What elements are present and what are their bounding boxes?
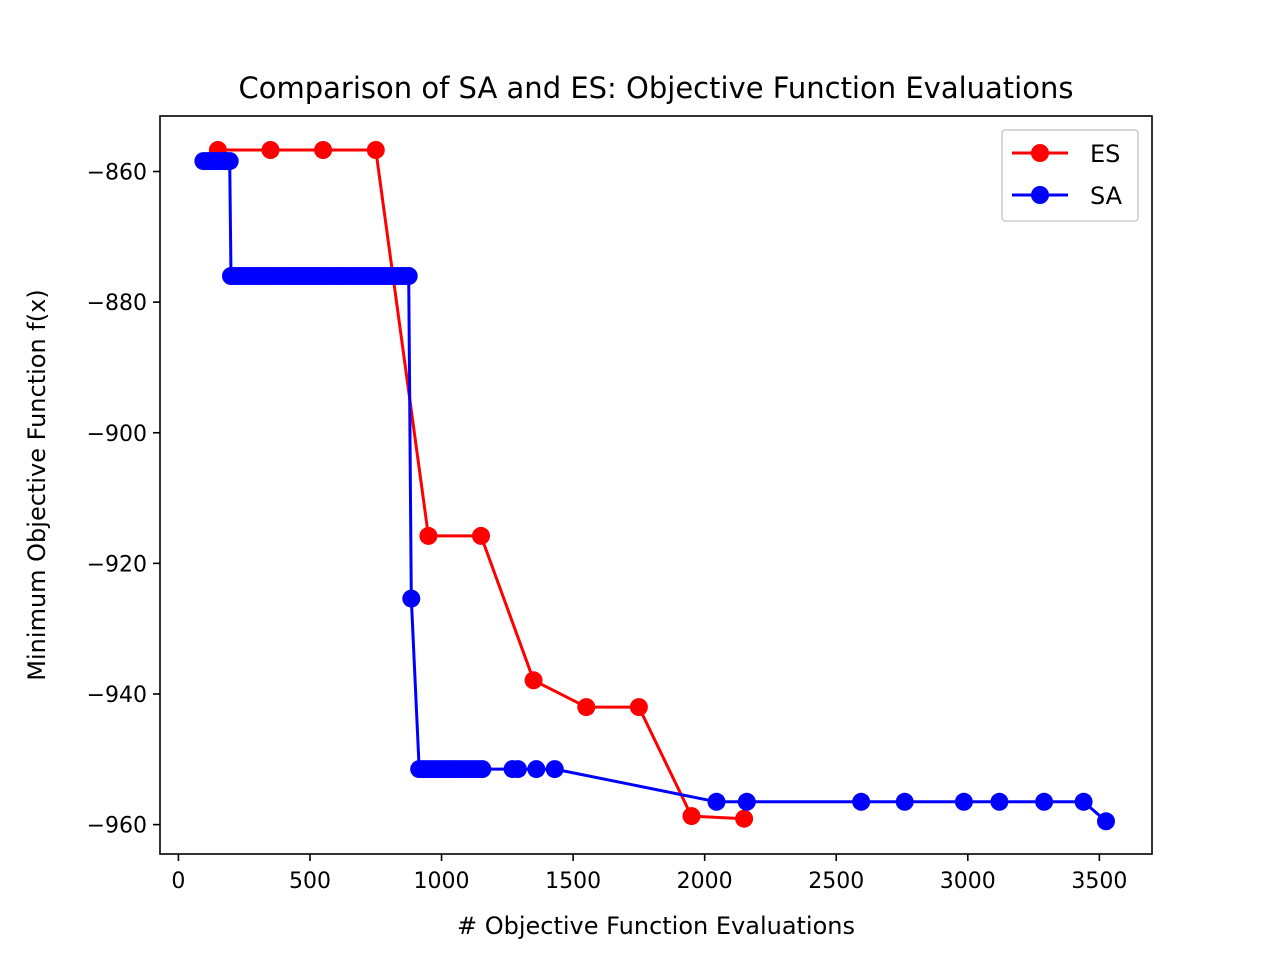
series-sa-point: [402, 589, 421, 608]
x-tick-label: 3000: [940, 869, 996, 894]
y-tick-label: −880: [87, 291, 147, 316]
series-es-point: [261, 141, 280, 159]
series-sa-point: [545, 760, 564, 779]
series-es-point: [577, 698, 596, 717]
chart-title: Comparison of SA and ES: Objective Funct…: [239, 71, 1074, 105]
x-tick-label: 0: [171, 869, 185, 894]
x-tick-label: 500: [289, 869, 331, 894]
series-es-point: [524, 671, 543, 690]
series-sa-point: [737, 792, 756, 811]
series-es-point: [419, 526, 438, 545]
series-es-point: [366, 141, 385, 159]
y-tick-label: −960: [87, 814, 147, 839]
series-sa-point: [990, 792, 1009, 811]
series-sa-point: [1074, 792, 1093, 811]
x-tick-label: 2500: [808, 869, 864, 894]
y-axis-label: Minimum Objective Function f(x): [23, 289, 51, 680]
series-sa-point: [220, 152, 239, 171]
legend-es-label: ES: [1090, 140, 1120, 168]
x-tick-label: 1000: [414, 869, 470, 894]
series-es-point: [314, 141, 333, 159]
series-sa-point: [1035, 792, 1054, 811]
series-sa-point: [399, 267, 418, 285]
series-es-point: [472, 526, 490, 545]
x-tick-label: 3500: [1071, 869, 1127, 894]
series-es-point: [682, 807, 701, 826]
series-sa-point: [707, 792, 726, 811]
series-es-point: [629, 698, 648, 717]
y-tick-label: −940: [87, 683, 147, 708]
series-es-point: [735, 809, 754, 828]
series-sa-point: [954, 792, 973, 811]
series-sa-point: [473, 760, 492, 779]
legend: ES SA: [1001, 129, 1139, 222]
y-tick-label: −900: [87, 422, 147, 447]
y-tick-label: −920: [87, 552, 147, 577]
series-sa-point: [527, 760, 546, 779]
series-sa-point: [895, 792, 914, 811]
series-sa: [194, 152, 1115, 831]
x-axis-label: # Objective Function Evaluations: [457, 912, 855, 940]
axes-frame: [159, 115, 1153, 855]
legend-sa-marker: [1031, 186, 1049, 204]
legend-es-marker: [1031, 144, 1049, 162]
y-tick-label: −860: [87, 161, 147, 186]
legend-sa-label: SA: [1090, 182, 1123, 210]
plot-area: 0 500 1000 1500 2000 2500 3000 3500 −860 −880 −900…: [87, 115, 1153, 894]
series-sa-point: [1097, 812, 1115, 831]
x-tick-label: 2000: [677, 869, 733, 894]
series-sa-point: [508, 760, 527, 779]
x-tick-label: 1500: [545, 869, 601, 894]
series-sa-point: [852, 792, 871, 811]
